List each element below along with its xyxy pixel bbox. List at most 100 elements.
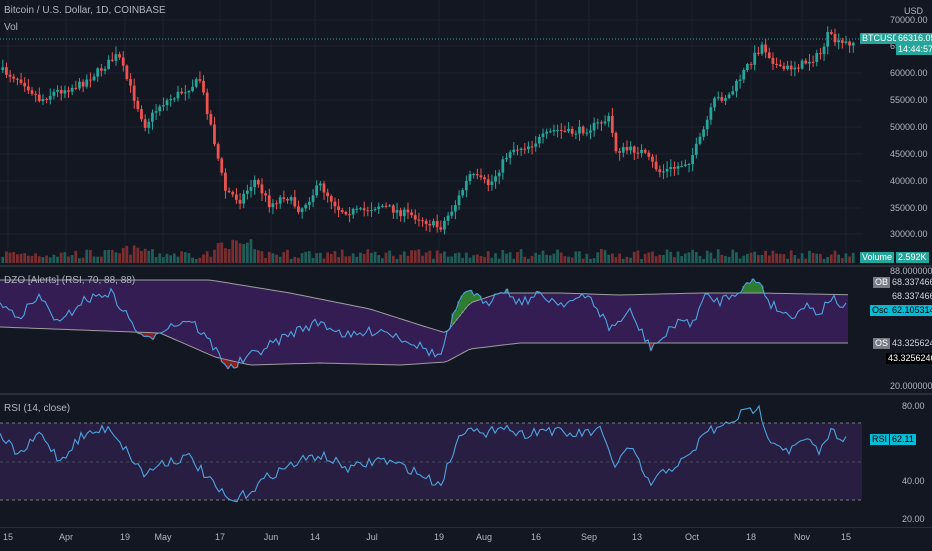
volume-bar	[59, 252, 63, 263]
candle-body	[311, 195, 315, 202]
rsi-pane[interactable]: RSI (14, close) 80.00 RSI 62.11 40.00 20…	[0, 395, 932, 525]
candle-body	[110, 59, 114, 61]
candle-body	[45, 98, 48, 100]
volume-bar	[665, 249, 669, 263]
volume-bar	[439, 253, 443, 263]
candle-body	[183, 92, 187, 94]
candle-body	[687, 163, 691, 165]
volume-bar	[34, 253, 37, 263]
volume-bar	[461, 257, 465, 263]
volume-bar	[837, 254, 840, 263]
volume-bar	[454, 253, 457, 263]
candle-body	[778, 64, 782, 67]
rsi-chart[interactable]	[0, 395, 862, 525]
dzo-axis[interactable]: 88.00000000 OB 68.33746618 68.33746618 O…	[862, 266, 932, 393]
price-tick-label: 70000.00	[890, 15, 928, 25]
volume-bar	[651, 251, 654, 263]
dzo-title[interactable]: DZO [Alerts] (RSI, 70, 88, 88)	[4, 275, 136, 286]
rsi-plot[interactable]: RSI (14, close)	[0, 395, 862, 525]
price-pane[interactable]: Bitcoin / U.S. Dollar, 1D, COINBASE Vol …	[0, 0, 932, 265]
candle-body	[275, 203, 278, 205]
volume-bar	[724, 255, 727, 263]
candle-body	[439, 227, 443, 230]
candle-body	[125, 65, 129, 80]
volume-bar	[23, 253, 27, 263]
candle-body	[286, 198, 289, 201]
candle-body	[395, 210, 399, 213]
volume-bar	[629, 257, 632, 263]
os-value-tag-2: 43.32562462	[886, 353, 932, 364]
dzo-chart[interactable]	[0, 267, 862, 393]
candle-body	[680, 165, 684, 167]
price-chart[interactable]	[0, 0, 862, 265]
time-tick-label: May	[154, 532, 172, 542]
candle-body	[523, 148, 527, 150]
rsi-axis[interactable]: 80.00 RSI 62.11 40.00 20.00	[862, 395, 932, 525]
candle-body	[114, 54, 118, 61]
dzo-plot[interactable]: DZO [Alerts] (RSI, 70, 88, 88)	[0, 267, 862, 393]
candle-body	[165, 100, 169, 106]
volume-bar	[286, 249, 289, 263]
candle-body	[147, 121, 151, 128]
candle-body	[826, 32, 830, 47]
volume-bar	[326, 252, 329, 263]
candle-body	[632, 146, 636, 153]
candle-body	[329, 196, 333, 202]
volume-bar	[764, 250, 767, 263]
candle-body	[537, 136, 541, 144]
candle-body	[391, 205, 395, 213]
candle-body	[797, 67, 800, 69]
candle-body	[789, 65, 793, 70]
candle-body	[716, 97, 720, 99]
candle-body	[56, 89, 59, 92]
candle-body	[388, 205, 392, 207]
volume-bar	[746, 253, 749, 263]
time-axis[interactable]: 15 Apr 19 May 17 Jun 14 Jul 19 Aug 16 Sep 13 Oct 18 Nov…	[0, 527, 932, 551]
volume-bar	[118, 253, 121, 263]
volume-bar	[143, 248, 147, 263]
volume-legend[interactable]: Vol	[4, 22, 18, 33]
volume-bar	[702, 258, 705, 263]
volume-bar	[16, 254, 19, 263]
pane-separator[interactable]	[0, 265, 932, 267]
volume-bar	[516, 252, 519, 263]
price-plot[interactable]: Bitcoin / U.S. Dollar, 1D, COINBASE Vol	[0, 0, 862, 265]
candle-body	[129, 79, 132, 86]
volume-bar	[172, 253, 176, 263]
volume-bar	[545, 254, 548, 263]
candle-body	[567, 128, 570, 132]
price-axis[interactable]: USD 70000.0065000.0060000.0055000.005000…	[860, 0, 932, 265]
volume-bar	[694, 252, 698, 263]
rsi-title[interactable]: RSI (14, close)	[4, 403, 71, 414]
volume-bar	[705, 250, 709, 263]
oscillator-line	[0, 277, 847, 370]
time-tick-label: Nov	[793, 532, 811, 542]
volume-bar	[63, 252, 67, 263]
candle-body	[158, 106, 162, 112]
volume-bar	[96, 256, 100, 263]
volume-bar	[158, 253, 162, 263]
candle-body	[264, 193, 267, 196]
volume-bar	[89, 249, 92, 263]
candle-body	[621, 147, 625, 153]
candle-body	[172, 98, 176, 100]
candle-body	[851, 42, 855, 46]
candle-body	[297, 206, 300, 213]
volume-bar	[235, 240, 238, 263]
candle-body	[651, 156, 654, 162]
candle-body	[570, 128, 574, 134]
candle-body	[669, 167, 673, 169]
volume-bar	[505, 253, 508, 263]
volume-bar	[413, 250, 417, 263]
volume-bar	[147, 250, 151, 263]
dzo-pane[interactable]: DZO [Alerts] (RSI, 70, 88, 88) 88.000000…	[0, 266, 932, 393]
candle-body	[731, 91, 735, 95]
pane-separator[interactable]	[0, 393, 932, 395]
volume-bar	[19, 253, 23, 263]
candle-body	[351, 208, 355, 215]
symbol-title[interactable]: Bitcoin / U.S. Dollar, 1D, COINBASE	[4, 5, 166, 16]
candle-body	[26, 86, 30, 91]
volume-bar	[490, 257, 494, 263]
candle-body	[658, 169, 662, 173]
candle-body	[187, 91, 191, 93]
